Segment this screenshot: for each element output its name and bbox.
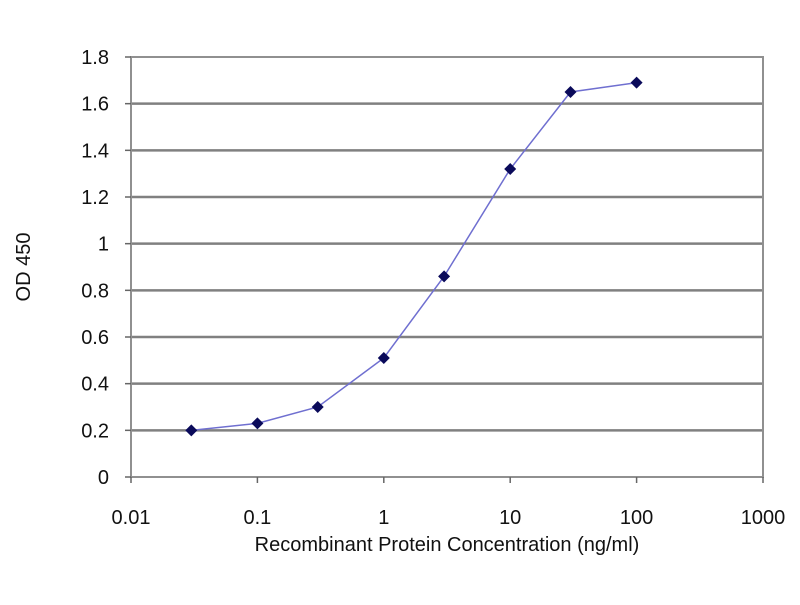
grid	[131, 102, 763, 432]
series-line	[191, 81, 637, 432]
data-point	[630, 76, 643, 89]
series-markers	[185, 76, 643, 437]
y-tick-label: 0	[98, 467, 109, 489]
y-tick-label: 0.2	[81, 420, 109, 442]
y-axis-label: OD 450	[13, 233, 35, 302]
y-tick-label: 0.6	[81, 327, 109, 349]
data-point	[377, 352, 390, 364]
data-point	[504, 163, 517, 175]
x-tick-label: 100	[620, 507, 653, 529]
y-axis: 0 0.2 0.4 0.6 0.8 1 1.2 1.4 1.6 1.8	[81, 47, 131, 489]
y-tick-label: 1.6	[81, 94, 109, 116]
x-tick-label: 1	[378, 507, 389, 529]
data-point	[438, 270, 451, 283]
data-point	[185, 424, 198, 437]
x-tick-label: 10	[499, 507, 521, 529]
y-tick-label: 1.8	[81, 47, 109, 69]
y-tick-label: 1.4	[81, 140, 109, 162]
x-axis: 0.01 0.1 1 10 100 1000	[112, 477, 786, 529]
y-tick-label: 1.2	[81, 187, 109, 209]
data-point	[251, 417, 264, 430]
x-tick-label: 1000	[741, 507, 786, 529]
data-point	[311, 401, 324, 413]
x-tick-label: 0.01	[112, 507, 151, 529]
x-tick-label: 0.1	[243, 507, 271, 529]
x-axis-label: Recombinant Protein Concentration (ng/ml…	[255, 534, 640, 556]
y-tick-label: 0.8	[81, 280, 109, 302]
y-tick-label: 0.4	[81, 374, 109, 396]
plot-area	[130, 56, 764, 478]
y-tick-label: 1	[98, 234, 109, 256]
data-point	[564, 86, 577, 98]
